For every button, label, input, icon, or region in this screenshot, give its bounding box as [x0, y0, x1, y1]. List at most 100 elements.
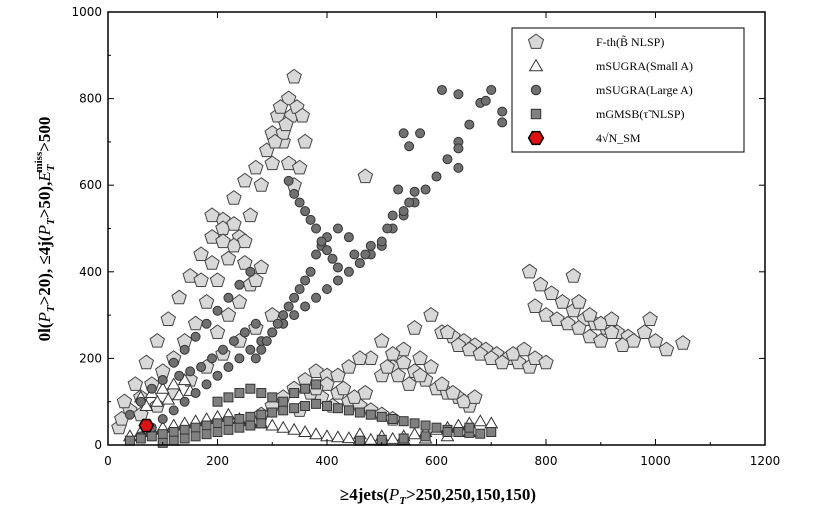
data-point-pentagon — [527, 298, 543, 313]
data-point-circle — [289, 310, 300, 321]
data-point-circle — [283, 175, 294, 186]
data-point-square — [201, 429, 212, 440]
data-point-pentagon — [237, 172, 253, 188]
data-point-circle — [305, 266, 316, 277]
data-point-pentagon — [395, 354, 412, 370]
data-point-pentagon — [401, 376, 417, 391]
data-point-circle — [360, 249, 371, 260]
data-point-circle — [311, 249, 322, 260]
data-point-circle — [190, 331, 201, 342]
data-point-pentagon — [439, 324, 456, 339]
data-point-square — [256, 409, 267, 420]
data-point-square — [234, 422, 245, 433]
data-point-pentagon — [264, 306, 280, 322]
data-point-hexagon — [138, 418, 155, 433]
data-point-circle — [179, 344, 190, 355]
x-tick-label: 400 — [316, 454, 339, 468]
data-point-circle — [201, 379, 212, 390]
data-point-square — [300, 383, 311, 394]
data-point-circle — [393, 184, 404, 195]
data-point-square — [311, 398, 322, 409]
data-point-pentagon — [209, 324, 226, 339]
data-point-square — [365, 409, 376, 420]
data-point-pentagon — [330, 367, 346, 383]
data-point-circle — [283, 301, 294, 312]
x-tick-label: 1000 — [640, 454, 671, 468]
data-point-square — [146, 431, 157, 442]
data-point-square — [278, 405, 289, 416]
data-points — [111, 68, 691, 448]
data-point-circle — [322, 245, 332, 256]
data-point-square — [212, 427, 223, 438]
data-point-pentagon — [357, 168, 374, 184]
x-tick-label: 1200 — [750, 454, 781, 468]
legend-label: mGMSB(τ̃ NLSP) — [596, 107, 685, 121]
y-tick-label: 1000 — [71, 5, 102, 19]
data-point-circle — [398, 206, 409, 217]
data-point-circle — [305, 214, 316, 225]
data-point-circle — [223, 362, 234, 373]
data-point-pentagon — [467, 389, 483, 404]
data-point-square — [168, 435, 179, 446]
data-point-pentagon — [286, 68, 302, 84]
data-point-pentagon — [248, 159, 264, 175]
data-point-pentagon — [226, 216, 242, 231]
data-point-square — [168, 427, 179, 438]
data-point-pentagon — [253, 259, 269, 274]
data-point-square — [179, 424, 190, 435]
y-axis-label: 0l(PT>20), ≤4j(PT>50),ETmiss>500 — [33, 117, 57, 342]
data-point-square — [179, 433, 190, 444]
data-point-circle — [207, 353, 218, 364]
data-point-square — [398, 433, 409, 444]
data-point-triangle — [161, 392, 176, 405]
data-point-square — [135, 433, 146, 444]
data-point-pentagon — [226, 190, 242, 205]
data-point-pentagon — [187, 315, 204, 331]
y-tick-label: 600 — [79, 178, 102, 192]
data-point-circle — [480, 95, 491, 106]
data-point-circle — [327, 253, 338, 264]
data-point-pentagon — [171, 289, 187, 305]
data-point-circle — [382, 223, 393, 234]
data-point-pentagon — [642, 311, 658, 326]
data-point-circle — [442, 154, 453, 165]
data-point-square — [322, 401, 332, 412]
data-point-circle — [343, 266, 354, 277]
data-point-pentagon — [543, 285, 560, 300]
data-point-pentagon — [357, 384, 374, 400]
data-point-pentagon — [127, 376, 144, 391]
data-point-circle — [267, 327, 278, 338]
data-point-pentagon — [198, 293, 215, 309]
data-point-circle — [212, 305, 223, 316]
data-point-triangle — [276, 420, 291, 433]
data-point-circle — [174, 370, 185, 381]
data-point-pentagon — [242, 207, 259, 223]
data-point-pentagon — [521, 263, 538, 279]
data-point-circle — [453, 162, 464, 173]
data-point-pentagon — [532, 276, 549, 292]
data-point-circle — [420, 184, 431, 195]
data-point-square — [245, 383, 256, 394]
data-point-square — [376, 411, 387, 422]
data-point-square — [420, 431, 431, 442]
data-point-circle — [311, 292, 322, 303]
data-point-pentagon — [291, 159, 308, 175]
data-point-circle — [146, 383, 157, 394]
data-point-circle — [135, 396, 146, 407]
data-point-circle — [349, 249, 360, 260]
data-point-circle — [497, 117, 508, 128]
data-point-square — [267, 392, 278, 403]
data-point-square — [420, 420, 431, 431]
data-point-pentagon — [538, 354, 554, 370]
data-point-pentagon — [204, 254, 220, 270]
data-point-pentagon — [516, 341, 532, 357]
data-point-circle — [409, 186, 420, 197]
x-axis-label: ≥4jets(PT>250,250,150,150) — [340, 485, 536, 507]
data-point-triangle — [166, 377, 181, 390]
data-point-circle — [245, 266, 256, 277]
data-point-circle — [311, 223, 322, 234]
data-point-square — [223, 416, 234, 427]
legend: F-th(B̃ NLSP) mSUGRA(Small A) mSUGRA(Large… — [511, 27, 745, 153]
data-point-pentagon — [423, 306, 439, 322]
data-point-circle — [245, 344, 256, 355]
